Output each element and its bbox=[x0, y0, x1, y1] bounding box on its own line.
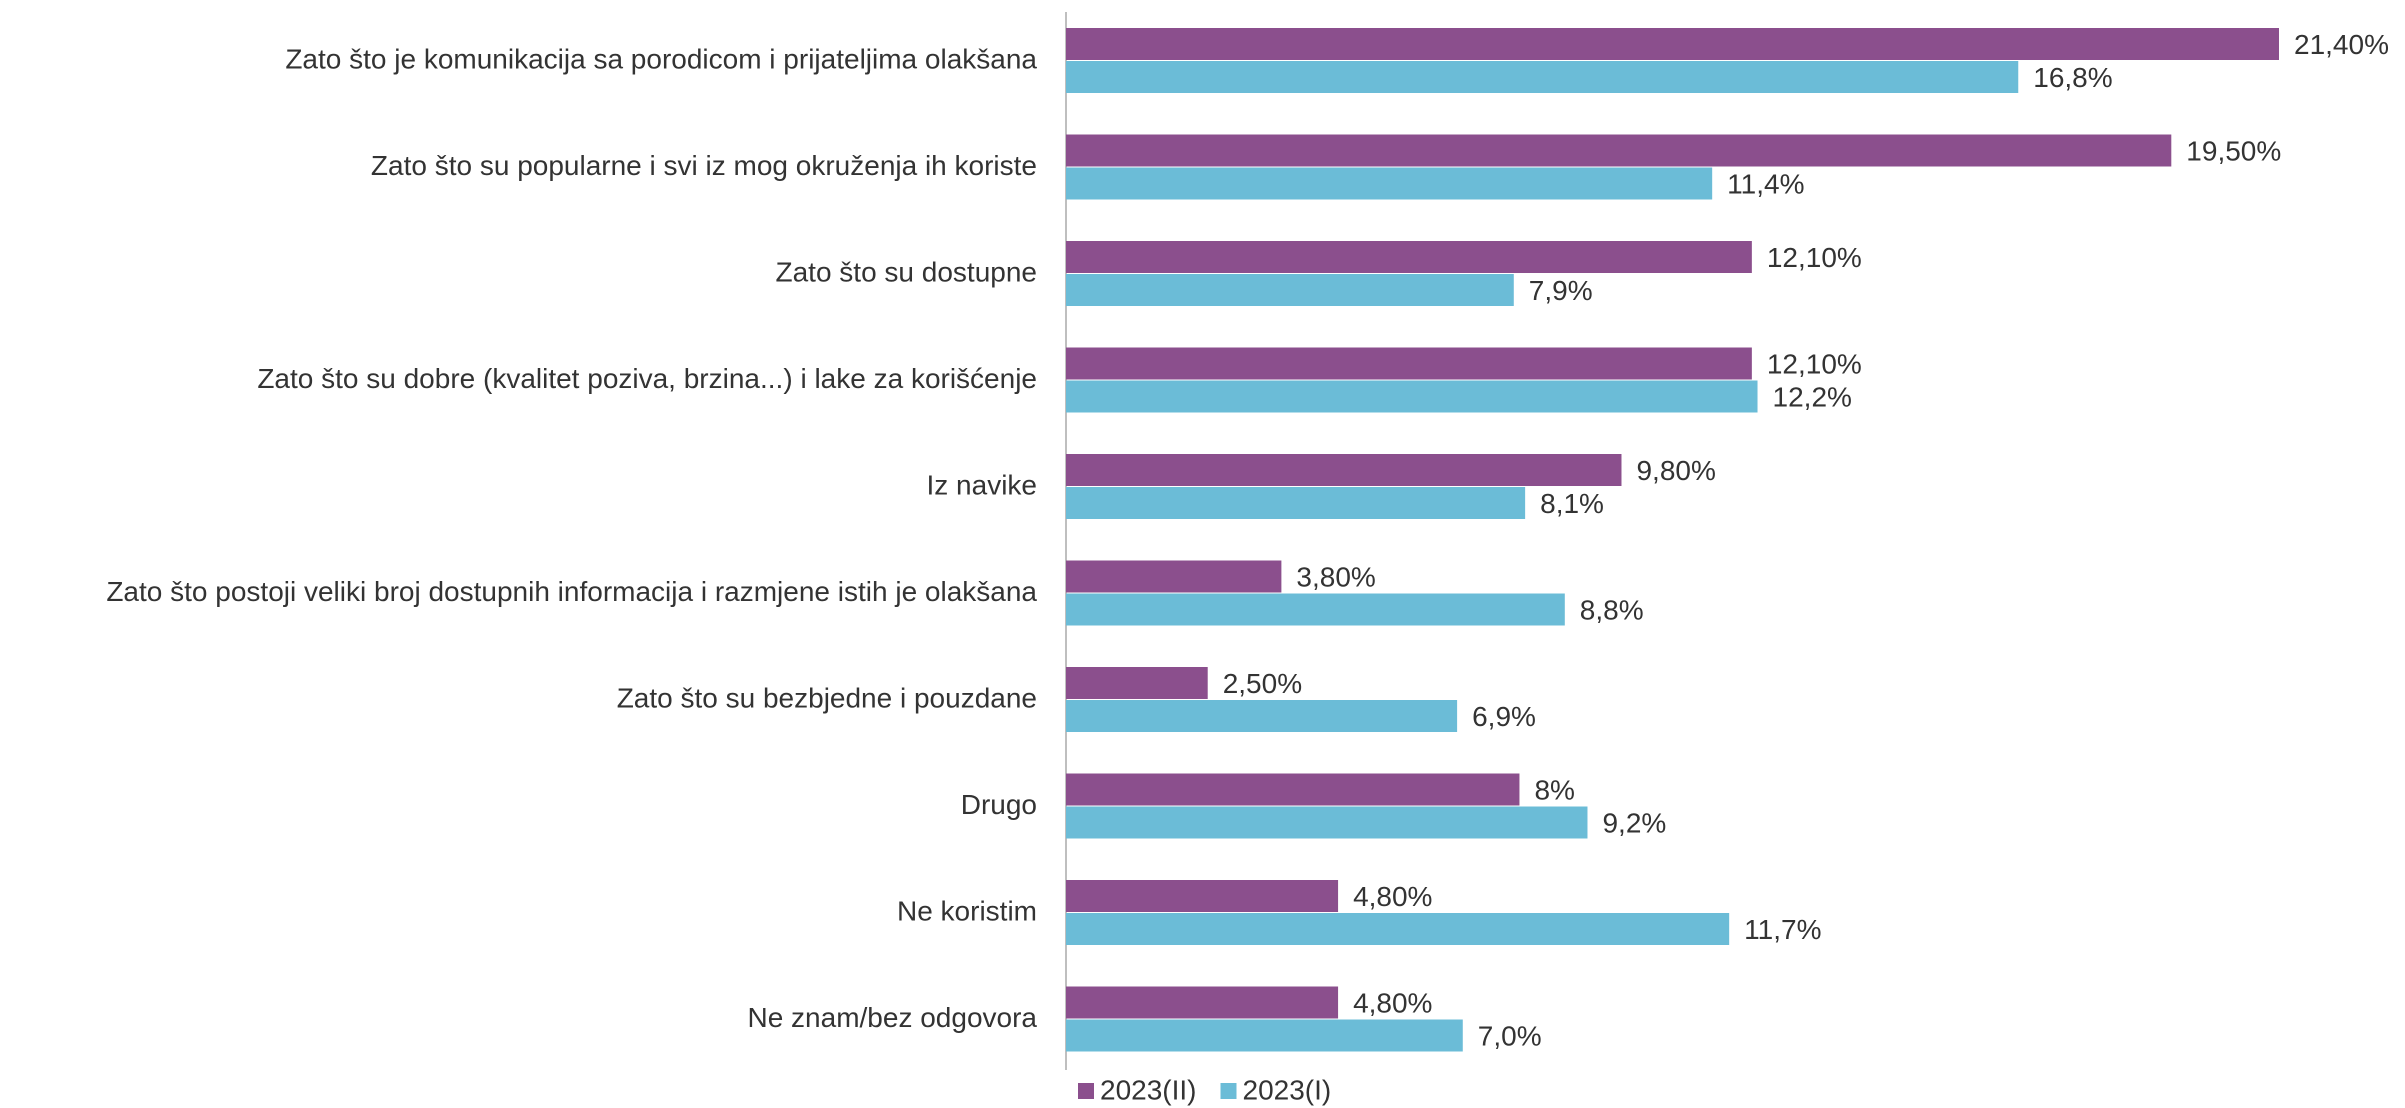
legend-label: 2023(II) bbox=[1100, 1074, 1197, 1105]
value-label: 12,2% bbox=[1773, 381, 1852, 412]
category-label: Zato što su bezbjedne i pouzdane bbox=[617, 682, 1037, 713]
bar bbox=[1066, 593, 1565, 626]
value-label: 12,10% bbox=[1767, 242, 1862, 273]
value-label: 7,0% bbox=[1478, 1020, 1542, 1051]
category-label: Ne znam/bez odgovora bbox=[747, 1002, 1037, 1033]
value-label: 11,4% bbox=[1727, 168, 1804, 199]
category-label: Zato što je komunikacija sa porodicom i … bbox=[285, 43, 1037, 74]
bar bbox=[1066, 380, 1758, 413]
value-label: 8% bbox=[1534, 774, 1574, 805]
bar bbox=[1066, 560, 1282, 593]
value-label: 11,7% bbox=[1744, 914, 1821, 945]
value-label: 9,80% bbox=[1636, 455, 1715, 486]
bar bbox=[1066, 986, 1339, 1019]
value-label: 8,8% bbox=[1580, 594, 1644, 625]
bar bbox=[1066, 274, 1514, 306]
bar bbox=[1066, 913, 1730, 945]
value-label: 12,10% bbox=[1767, 348, 1862, 379]
value-label: 8,1% bbox=[1540, 488, 1604, 519]
category-label: Zato što su popularne i svi iz mog okruž… bbox=[371, 150, 1037, 181]
value-label: 4,80% bbox=[1353, 987, 1432, 1018]
value-label: 3,80% bbox=[1296, 561, 1375, 592]
category-label: Drugo bbox=[961, 789, 1037, 820]
bar bbox=[1066, 347, 1752, 380]
category-label: Zato što postoji veliki broj dostupnih i… bbox=[106, 576, 1037, 607]
category-label: Iz navike bbox=[927, 469, 1038, 500]
bar bbox=[1066, 134, 2172, 167]
legend-label: 2023(I) bbox=[1243, 1074, 1332, 1105]
bar bbox=[1066, 880, 1339, 912]
value-label: 7,9% bbox=[1529, 275, 1593, 306]
value-label: 16,8% bbox=[2033, 62, 2112, 93]
legend-swatch bbox=[1220, 1083, 1237, 1099]
value-label: 19,50% bbox=[2186, 135, 2281, 166]
category-label: Zato što su dostupne bbox=[775, 256, 1037, 287]
bar bbox=[1066, 454, 1622, 486]
value-label: 21,40% bbox=[2294, 29, 2389, 60]
value-label: 2,50% bbox=[1223, 668, 1302, 699]
value-label: 6,9% bbox=[1472, 701, 1536, 732]
category-label: Ne koristim bbox=[897, 895, 1037, 926]
bar bbox=[1066, 61, 2019, 93]
bar bbox=[1066, 28, 2279, 60]
bar bbox=[1066, 241, 1752, 273]
bar bbox=[1066, 1019, 1463, 1052]
bar bbox=[1066, 487, 1526, 519]
bar bbox=[1066, 667, 1208, 699]
bar bbox=[1066, 700, 1458, 732]
bar bbox=[1066, 773, 1520, 806]
value-label: 4,80% bbox=[1353, 881, 1432, 912]
category-label: Zato što su dobre (kvalitet poziva, brzi… bbox=[257, 363, 1037, 394]
bar bbox=[1066, 806, 1588, 839]
legend-swatch bbox=[1078, 1083, 1094, 1099]
bar bbox=[1066, 167, 1713, 200]
value-label: 9,2% bbox=[1602, 807, 1666, 838]
